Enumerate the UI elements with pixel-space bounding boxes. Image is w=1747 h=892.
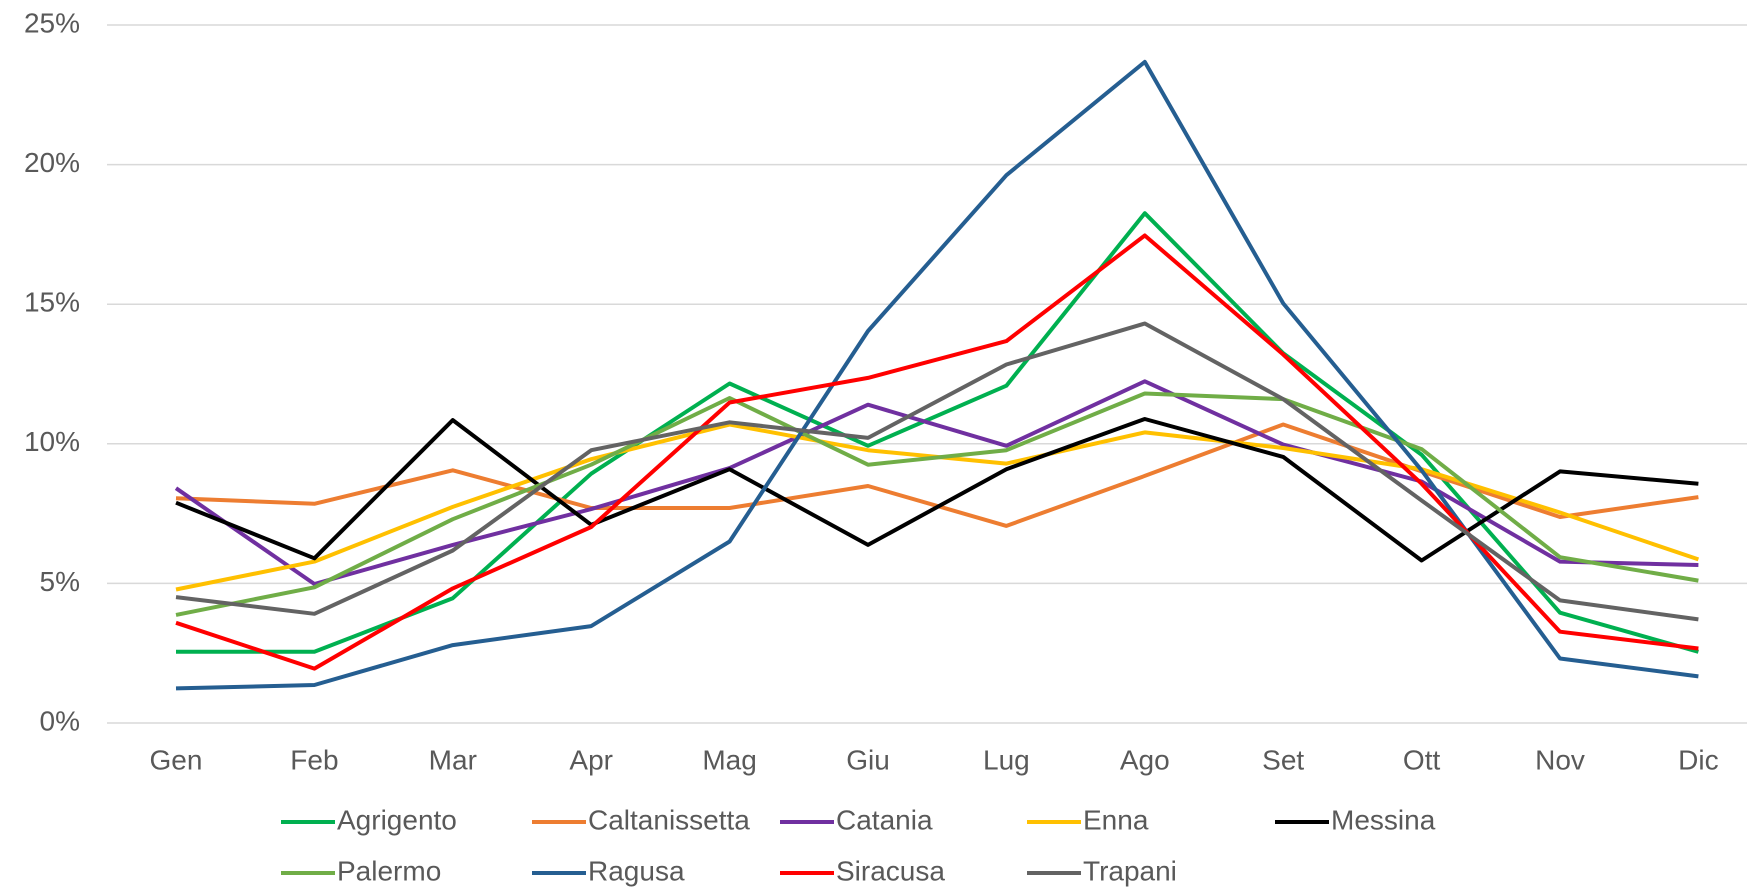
legend-label: Trapani [1083,855,1177,886]
legend-label: Agrigento [337,804,457,835]
legend-label: Caltanissetta [588,804,750,835]
x-tick-label: Apr [569,744,613,775]
x-tick-label: Set [1262,744,1304,775]
x-tick-label: Gen [150,744,203,775]
series-line [175,391,1699,617]
x-tick-label: Mar [429,744,477,775]
legend-label: Enna [1083,804,1149,835]
legend-label: Palermo [337,855,441,886]
y-tick-label: 10% [24,426,80,457]
legend-label: Catania [836,804,933,835]
x-tick-label: Nov [1535,744,1585,775]
legend-label: Messina [1331,804,1436,835]
x-tick-label: Ago [1120,744,1170,775]
y-tick-label: 5% [40,566,80,597]
y-tick-label: 20% [24,147,80,178]
x-tick-label: Giu [846,744,890,775]
series-line [175,233,1699,671]
y-tick-label: 25% [24,7,80,38]
y-tick-label: 0% [40,705,80,736]
x-tick-label: Ott [1403,744,1441,775]
series-line [175,417,1699,563]
series-line [176,211,1699,654]
series-line [175,321,1699,622]
x-tick-label: Lug [983,744,1030,775]
x-tick-label: Feb [290,744,338,775]
y-tick-label: 15% [24,287,80,318]
legend-label: Ragusa [588,855,685,886]
x-tick-label: Mag [702,744,756,775]
legend-label: Siracusa [836,855,945,886]
series-line [175,59,1699,691]
series-line [174,379,1699,586]
x-tick-label: Dic [1678,744,1718,775]
